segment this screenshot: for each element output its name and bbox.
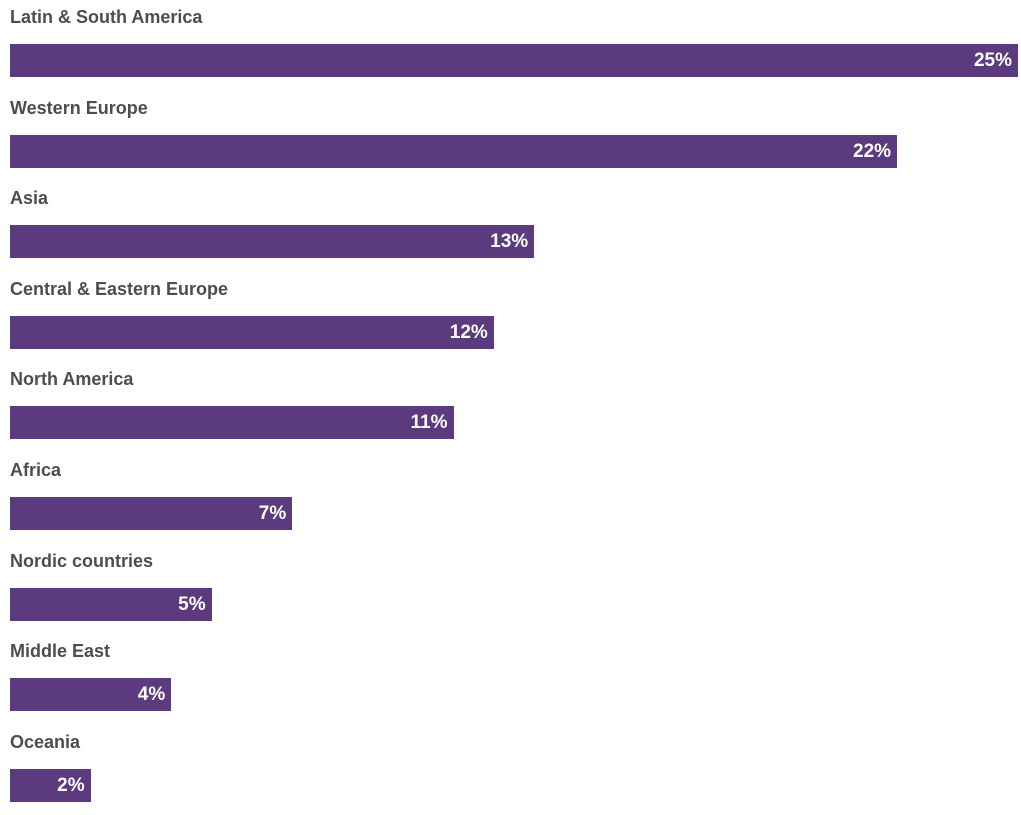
- bar-value-label: 5%: [178, 593, 206, 615]
- bar-row: Middle East 4%: [10, 634, 1018, 724]
- bar: 4%: [10, 678, 172, 712]
- category-label: Nordic countries: [10, 550, 154, 571]
- bar-row: Latin & South America 25%: [10, 0, 1018, 90]
- bar-row: Western Europe 22%: [10, 91, 1018, 181]
- category-label: Central & Eastern Europe: [10, 278, 229, 299]
- bar-row: Africa 7%: [10, 453, 1018, 543]
- category-label: Oceania: [10, 731, 81, 752]
- bar-row: Nordic countries 5%: [10, 544, 1018, 634]
- bar: 11%: [10, 406, 454, 440]
- category-label: Latin & South America: [10, 7, 203, 27]
- category-label: Western Europe: [10, 97, 148, 118]
- bar-value-label: 25%: [973, 50, 1012, 71]
- bar: 13%: [10, 225, 535, 259]
- category-label: Middle East: [10, 641, 111, 662]
- bar: 5%: [10, 587, 212, 621]
- bar-value-label: 4%: [137, 684, 166, 706]
- bar-value-label: 2%: [57, 774, 85, 796]
- bar: 2%: [10, 768, 91, 802]
- bar: 7%: [10, 497, 293, 530]
- bar-row: North America 11%: [10, 362, 1018, 452]
- bar-value-label: 13%: [490, 231, 529, 253]
- bar-value-label: 12%: [449, 321, 488, 343]
- category-label: Africa: [10, 460, 62, 480]
- bar-row: Asia 13%: [10, 181, 1018, 271]
- bar-row: Oceania 2%: [10, 725, 1018, 815]
- bar-row: Central & Eastern Europe 12%: [10, 272, 1018, 362]
- bar: 25%: [10, 44, 1018, 77]
- bar-value-label: 11%: [410, 412, 448, 434]
- bar-value-label: 22%: [853, 140, 892, 162]
- bar-chart: Latin & South America 25% Western Europe 22…: [10, 0, 1018, 802]
- bar-value-label: 7%: [258, 503, 287, 524]
- bar: 22%: [10, 134, 898, 168]
- category-label: Asia: [10, 188, 49, 209]
- category-label: North America: [10, 369, 134, 390]
- bar: 12%: [10, 315, 494, 349]
